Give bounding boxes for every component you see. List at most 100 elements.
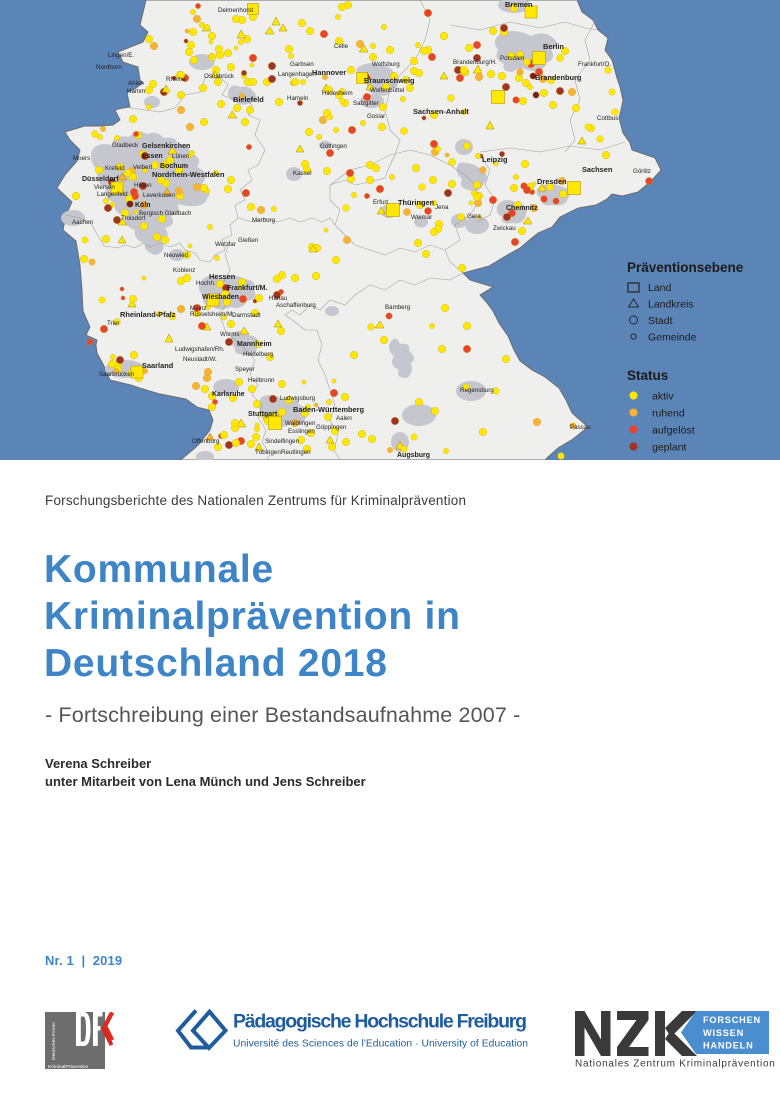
- svg-text:Esslingen: Esslingen: [288, 428, 315, 435]
- svg-text:Leverkusen: Leverkusen: [143, 192, 176, 199]
- svg-text:Velbert: Velbert: [133, 164, 153, 171]
- svg-text:Bremen: Bremen: [505, 0, 533, 9]
- svg-text:Chemnitz: Chemnitz: [506, 205, 538, 212]
- svg-text:Thüringen: Thüringen: [398, 198, 435, 207]
- svg-text:Bielefeld: Bielefeld: [233, 95, 264, 104]
- svg-text:Ahlen: Ahlen: [128, 80, 144, 87]
- svg-text:Karlsruhe: Karlsruhe: [212, 391, 245, 398]
- svg-text:Stuttgart: Stuttgart: [248, 411, 278, 418]
- svg-text:Mannheim: Mannheim: [237, 341, 272, 348]
- svg-text:Darmstadt: Darmstadt: [232, 312, 261, 319]
- svg-text:Lingen/E.: Lingen/E.: [108, 52, 134, 59]
- svg-text:Sindelfingen: Sindelfingen: [265, 438, 300, 445]
- svg-text:Viersen: Viersen: [94, 184, 115, 191]
- svg-text:Rüsselsheim/M.: Rüsselsheim/M.: [190, 311, 234, 318]
- svg-text:Moers: Moers: [73, 155, 90, 162]
- svg-text:Cottbus: Cottbus: [597, 115, 618, 122]
- svg-text:Hannover: Hannover: [312, 68, 346, 77]
- svg-text:Bamberg: Bamberg: [385, 304, 411, 311]
- svg-text:Krefeld: Krefeld: [105, 165, 125, 172]
- svg-text:Waiblingen: Waiblingen: [285, 420, 316, 427]
- svg-text:Neustadt/W.: Neustadt/W.: [183, 356, 217, 363]
- svg-text:Gladbeck: Gladbeck: [112, 142, 139, 149]
- svg-text:Nordhorn: Nordhorn: [96, 64, 122, 71]
- svg-text:Gießen: Gießen: [238, 237, 259, 244]
- svg-text:Gera: Gera: [467, 213, 481, 220]
- svg-text:Zwickau: Zwickau: [493, 225, 516, 232]
- svg-text:Offenburg: Offenburg: [192, 438, 220, 445]
- svg-text:Hochh.: Hochh.: [196, 280, 216, 287]
- svg-text:Land: Land: [648, 282, 672, 294]
- svg-text:Aachen: Aachen: [72, 219, 94, 226]
- svg-text:Dresden: Dresden: [537, 177, 567, 186]
- svg-text:Neuwied: Neuwied: [164, 252, 189, 259]
- svg-text:Hameln: Hameln: [287, 95, 309, 102]
- svg-text:Brandenburg: Brandenburg: [535, 73, 582, 82]
- svg-text:Langenfeld: Langenfeld: [97, 191, 128, 198]
- svg-text:Potsdam: Potsdam: [500, 55, 524, 62]
- svg-text:Gelsenkirchen: Gelsenkirchen: [142, 143, 190, 150]
- svg-text:Görlitz: Görlitz: [633, 168, 651, 175]
- svg-text:Koblenz: Koblenz: [173, 267, 195, 274]
- svg-text:Status: Status: [627, 368, 668, 383]
- svg-text:Hessen: Hessen: [209, 272, 236, 281]
- svg-text:Delmenhorst: Delmenhorst: [218, 7, 253, 14]
- svg-text:Brandenburg/H.: Brandenburg/H.: [453, 59, 497, 66]
- svg-text:Trier: Trier: [107, 320, 120, 327]
- svg-text:HANDELN: HANDELN: [703, 1041, 754, 1051]
- svg-text:Wolfenbüttel: Wolfenbüttel: [370, 87, 404, 94]
- svg-text:Stadt: Stadt: [648, 315, 673, 327]
- svg-text:Nationales Zentrum Kriminalprä: Nationales Zentrum Kriminalprävention: [575, 1059, 776, 1070]
- svg-text:Deutsches Forum: Deutsches Forum: [51, 1022, 57, 1060]
- svg-text:geplant: geplant: [652, 442, 687, 454]
- svg-text:Garbsen: Garbsen: [290, 61, 314, 68]
- svg-text:Braunschweig: Braunschweig: [364, 76, 415, 85]
- svg-text:Tübingen: Tübingen: [255, 449, 281, 456]
- svg-text:Wetzlar: Wetzlar: [215, 241, 236, 248]
- svg-text:Celle: Celle: [334, 43, 349, 50]
- svg-text:aktiv: aktiv: [652, 391, 674, 403]
- svg-text:Troisdorf: Troisdorf: [121, 215, 145, 222]
- svg-text:Gemeinde: Gemeinde: [648, 332, 697, 344]
- svg-text:Wolfsburg: Wolfsburg: [372, 61, 400, 68]
- svg-text:Reutlingen: Reutlingen: [281, 449, 311, 456]
- svg-text:Jena: Jena: [435, 204, 449, 211]
- svg-text:Lünen: Lünen: [172, 153, 190, 160]
- svg-text:Kassel: Kassel: [293, 170, 312, 177]
- svg-text:Passau: Passau: [570, 424, 591, 431]
- svg-text:Köln: Köln: [135, 202, 151, 209]
- svg-text:Göttingen: Göttingen: [320, 143, 347, 150]
- svg-text:Salzgitter: Salzgitter: [353, 100, 379, 107]
- svg-text:Université des Sciences de l'E: Université des Sciences de l'Education ·…: [233, 1039, 528, 1050]
- svg-text:Saarland: Saarland: [142, 361, 174, 370]
- svg-text:Göppingen: Göppingen: [316, 424, 347, 431]
- svg-text:Pädagogische Hochschule Freibu: Pädagogische Hochschule Freiburg: [233, 1011, 527, 1033]
- svg-text:Baden-Württemberg: Baden-Württemberg: [293, 405, 365, 414]
- svg-text:FORSCHEN: FORSCHEN: [703, 1015, 761, 1025]
- svg-text:ruhend: ruhend: [652, 408, 685, 420]
- svg-text:Wiesbaden: Wiesbaden: [202, 294, 239, 301]
- svg-text:Marburg: Marburg: [252, 217, 276, 224]
- svg-text:Frankfurt/O.: Frankfurt/O.: [578, 61, 611, 68]
- svg-text:Osnabrück: Osnabrück: [204, 73, 235, 80]
- svg-text:Präventionsebene: Präventionsebene: [627, 260, 744, 275]
- svg-text:Heilbronn: Heilbronn: [248, 377, 275, 384]
- svg-text:KriminalPrävention: KriminalPrävention: [48, 1064, 89, 1070]
- svg-text:Ludwigsburg: Ludwigsburg: [280, 395, 316, 402]
- svg-text:Heidelberg: Heidelberg: [243, 351, 273, 358]
- svg-text:Sachsen-Anhalt: Sachsen-Anhalt: [413, 107, 469, 116]
- svg-text:Hamm: Hamm: [127, 88, 145, 95]
- svg-text:Langenhagen: Langenhagen: [278, 71, 316, 78]
- svg-text:Hanau: Hanau: [269, 295, 288, 302]
- svg-text:Aschaffenburg: Aschaffenburg: [276, 302, 316, 309]
- svg-text:Essen: Essen: [142, 153, 163, 160]
- svg-text:Hilden: Hilden: [134, 182, 152, 189]
- svg-text:Rheinland-Pfalz: Rheinland-Pfalz: [120, 310, 176, 319]
- svg-text:Leipzig: Leipzig: [482, 155, 508, 164]
- svg-text:Weimar: Weimar: [411, 214, 432, 221]
- svg-text:Bochum: Bochum: [160, 163, 188, 170]
- svg-text:Hildesheim: Hildesheim: [322, 90, 353, 97]
- svg-text:aufgelöst: aufgelöst: [652, 425, 695, 437]
- svg-text:Augsburg: Augsburg: [397, 452, 430, 459]
- svg-text:Regensburg: Regensburg: [460, 387, 494, 394]
